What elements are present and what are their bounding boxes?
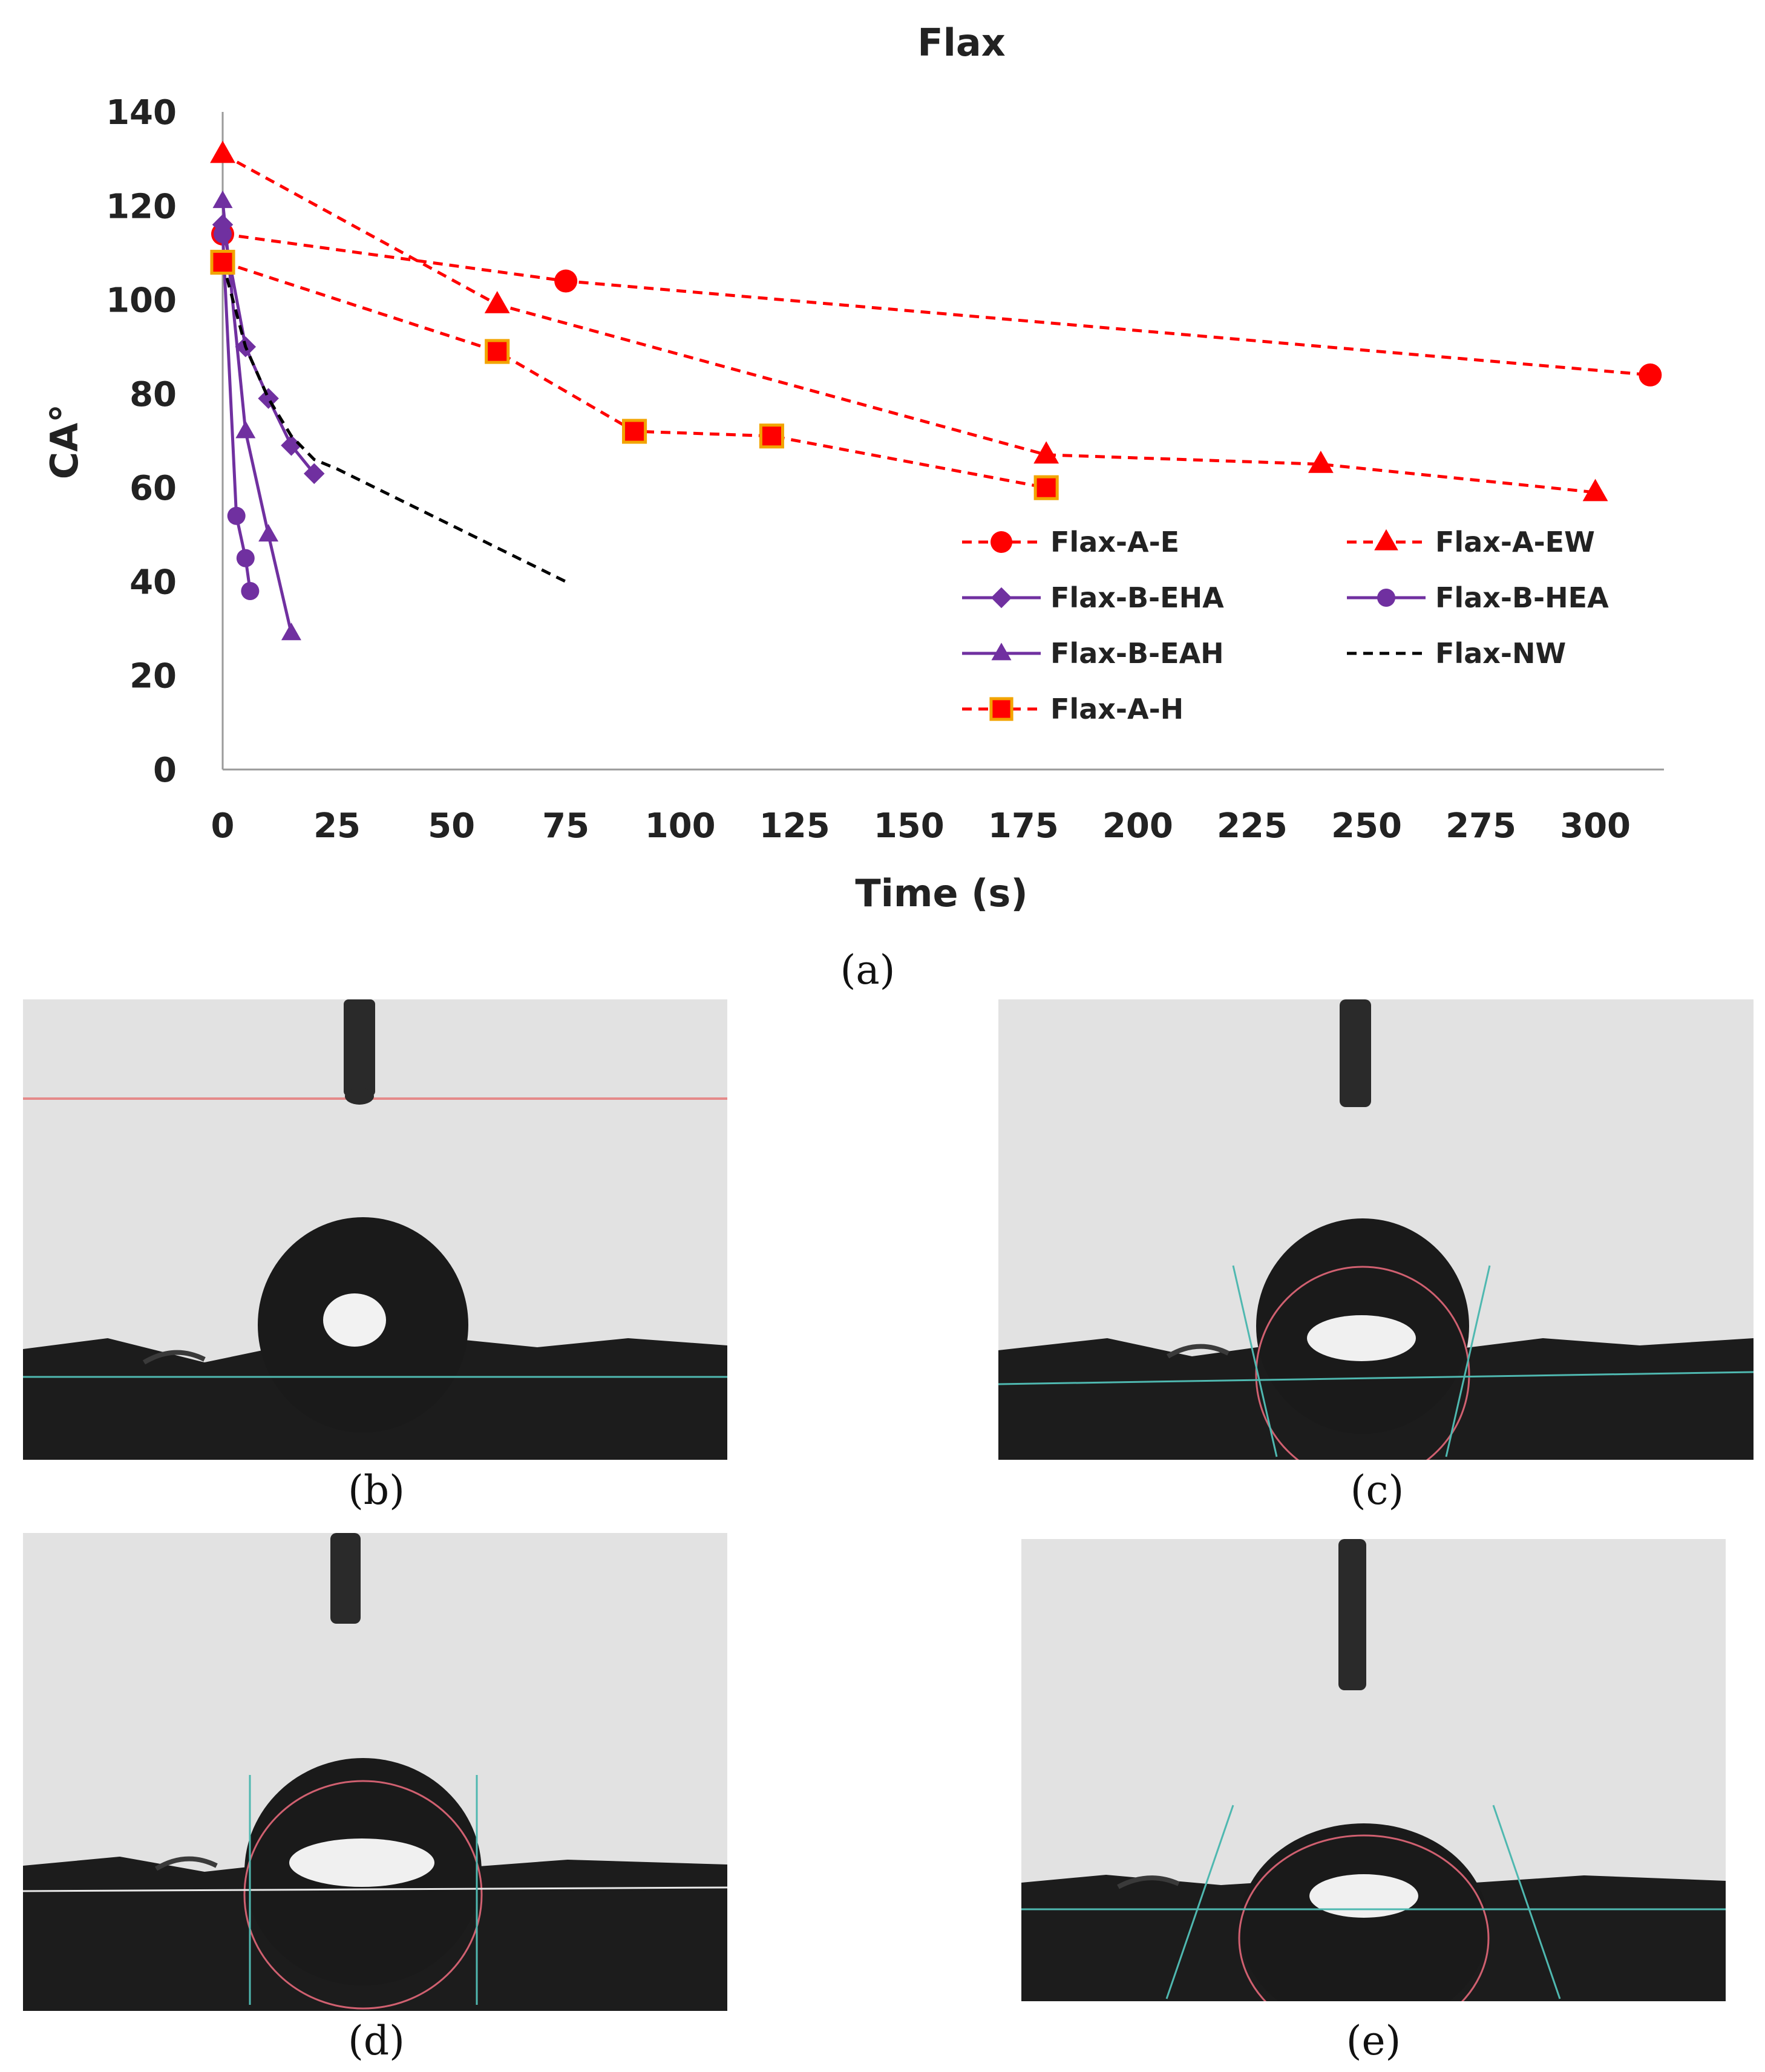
data-point: [281, 435, 302, 456]
x-tick-label: 250: [1331, 806, 1402, 846]
y-tick-label: 100: [106, 281, 177, 321]
contact-angle-chart: Flax CA° Time (s) 0 20 40 60 80 100 120 140 0 25…: [42, 21, 1664, 915]
legend-label: Flax-B-HEA: [1435, 581, 1609, 614]
data-point: [1639, 363, 1662, 387]
legend-marker: [1377, 589, 1395, 607]
y-tick-label: 120: [106, 187, 177, 226]
droplet-image-c: [998, 999, 1754, 1460]
legend-label: Flax-B-EHA: [1050, 581, 1224, 614]
series-layer: [210, 140, 1662, 641]
legend: Flax-A-E Flax-A-EW Flax-B-EHA Flax-B-HEA Fla…: [962, 526, 1609, 725]
legend-label: Flax-A-H: [1050, 693, 1184, 725]
x-tick-label: 0: [211, 806, 235, 846]
data-point: [235, 420, 256, 439]
x-tick-label: 25: [313, 806, 361, 846]
data-point: [1033, 475, 1059, 500]
legend-item-flax-a-e: Flax-A-E: [962, 526, 1179, 558]
y-tick-label: 60: [129, 469, 177, 508]
droplet-photo-b: [23, 999, 727, 1460]
legend-label: Flax-NW: [1435, 637, 1566, 670]
data-point: [759, 423, 784, 449]
legend-label: Flax-A-E: [1050, 526, 1179, 558]
data-point: [484, 290, 510, 313]
x-tick-labels: 0 25 50 75 100 125 150 175 200 225 250 275 300: [211, 806, 1631, 846]
x-axis-label: Time (s): [855, 871, 1027, 915]
droplet-image-d: [23, 1533, 727, 2011]
x-tick-label: 50: [428, 806, 475, 846]
y-tick-label: 20: [129, 657, 177, 696]
droplet-photo-d: [23, 1533, 727, 2011]
data-point: [1308, 450, 1334, 473]
caption-d: (d): [348, 2018, 405, 2064]
caption-e: (e): [1346, 2018, 1401, 2064]
series-flax-b-eha: [212, 214, 325, 485]
series-line: [221, 261, 567, 583]
legend-marker: [989, 697, 1013, 721]
legend-marker: [991, 531, 1012, 553]
series-flax-a-e: [211, 222, 1662, 387]
y-tick-label: 140: [106, 93, 177, 132]
y-tick-label: 80: [129, 375, 177, 414]
x-tick-label: 275: [1446, 806, 1516, 846]
legend-marker: [991, 642, 1012, 661]
series-flax-a-h: [210, 249, 1059, 500]
caption-c: (c): [1350, 1467, 1404, 1514]
data-point: [1582, 479, 1608, 502]
droplet-photo-c: [998, 999, 1754, 1460]
droplet-image-b: [23, 999, 727, 1460]
x-tick-label: 125: [759, 806, 830, 846]
series-line: [222, 232, 1651, 377]
legend-item-flax-a-ew: Flax-A-EW: [1347, 526, 1595, 558]
chart-title: Flax: [917, 21, 1005, 65]
droplet-image-e: [1021, 1539, 1726, 2001]
data-point: [258, 524, 279, 542]
x-tick-label: 75: [542, 806, 589, 846]
data-point: [236, 549, 255, 567]
data-point: [210, 249, 235, 275]
data-point: [622, 419, 647, 444]
legend-marker: [1374, 529, 1398, 551]
x-tick-label: 100: [645, 806, 716, 846]
legend-item-flax-nw: Flax-NW: [1347, 637, 1566, 670]
data-point: [227, 506, 246, 525]
data-point: [281, 623, 301, 641]
series-line: [221, 234, 252, 592]
data-point: [241, 581, 260, 600]
axes: [221, 112, 1664, 771]
legend-label: Flax-A-EW: [1435, 526, 1595, 558]
series-flax-nw: [221, 261, 567, 583]
legend-item-flax-b-eha: Flax-B-EHA: [962, 581, 1224, 614]
series-line: [222, 261, 1047, 489]
y-tick-labels: 0 20 40 60 80 100 120 140: [106, 93, 177, 790]
x-tick-label: 150: [874, 806, 945, 846]
legend-label: Flax-B-EAH: [1050, 637, 1224, 670]
data-point: [1033, 441, 1059, 464]
y-tick-label: 40: [129, 563, 177, 602]
series-flax-b-hea: [214, 224, 260, 600]
series-line: [221, 201, 293, 634]
x-tick-label: 200: [1102, 806, 1173, 846]
series-line: [221, 152, 1596, 494]
x-tick-label: 300: [1560, 806, 1631, 846]
y-tick-label: 0: [153, 751, 177, 790]
caption-a: (a): [840, 947, 896, 993]
data-point: [485, 339, 510, 364]
series-flax-b-eah: [212, 190, 301, 641]
droplet-photo-e: [1021, 1539, 1726, 2001]
data-point: [303, 463, 325, 485]
caption-b: (b): [348, 1467, 405, 1514]
data-point: [258, 388, 279, 409]
series-flax-a-ew: [210, 140, 1608, 502]
x-tick-label: 175: [988, 806, 1059, 846]
legend-item-flax-a-h: Flax-A-H: [962, 693, 1184, 725]
data-point: [212, 190, 233, 208]
legend-item-flax-b-eah: Flax-B-EAH: [962, 637, 1224, 670]
data-point: [214, 224, 232, 243]
legend-item-flax-b-hea: Flax-B-HEA: [1347, 581, 1609, 614]
x-tick-label: 225: [1217, 806, 1288, 846]
data-point: [210, 140, 235, 163]
y-axis-label: CA°: [42, 404, 87, 479]
legend-marker: [991, 587, 1012, 609]
data-point: [554, 269, 578, 293]
